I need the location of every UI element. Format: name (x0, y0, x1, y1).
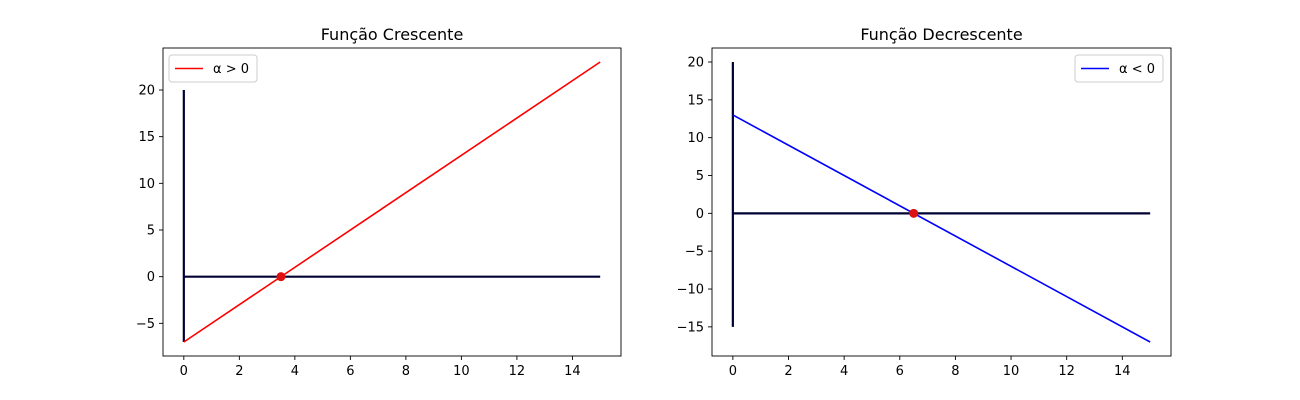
y-tick-label: 5 (696, 169, 704, 184)
axes-frame (162, 47, 622, 357)
root-point (909, 208, 919, 218)
legend: α > 0 (168, 54, 258, 83)
y-tick-label: 20 (138, 84, 155, 99)
y-tick-label: 15 (138, 130, 155, 145)
x-tick-label: 12 (509, 364, 526, 379)
y-tick-label: 0 (696, 207, 704, 222)
y-tick-label: −5 (685, 245, 704, 260)
plot-area (731, 62, 1151, 343)
chart-title: Função Decrescente (860, 25, 1022, 44)
x-tick-label: 14 (1114, 364, 1131, 379)
y-tick-label: −10 (677, 283, 704, 298)
y-tick-label: 0 (147, 270, 155, 285)
series-line-alpha-positive (183, 61, 601, 343)
x-tick-label: 8 (402, 364, 410, 379)
chart-title: Função Crescente (321, 25, 464, 44)
root-point (276, 272, 286, 282)
y-tick-label: 15 (687, 93, 704, 108)
legend: α < 0 (1074, 54, 1164, 83)
x-tick-label: 10 (453, 364, 470, 379)
legend-label: α < 0 (1119, 62, 1155, 77)
x-tick-label: 2 (784, 364, 792, 379)
x-tick-label: 4 (840, 364, 848, 379)
chart-funcao-crescente: Função Crescente 0 2 4 6 8 10 12 14 −5 0 5 10 15 20 α >… (136, 25, 622, 379)
y-tick-label: 10 (138, 177, 155, 192)
x-tick-label: 10 (1003, 364, 1020, 379)
x-tick-label: 6 (346, 364, 354, 379)
plot-area (182, 61, 601, 343)
x-tick-label: 12 (1058, 364, 1075, 379)
x-tick-label: 2 (235, 364, 243, 379)
y-tick-label: −5 (136, 317, 155, 332)
x-tick-label: 6 (896, 364, 904, 379)
x-tick-label: 4 (291, 364, 299, 379)
axes-frame (711, 47, 1172, 357)
x-tick-label: 8 (951, 364, 959, 379)
y-tick-label: 10 (687, 131, 704, 146)
legend-box (1074, 54, 1164, 83)
y-tick-label: −15 (677, 320, 704, 335)
y-tick-label: 20 (687, 56, 704, 71)
x-tick-label: 0 (180, 364, 188, 379)
legend-label: α > 0 (213, 62, 249, 77)
chart-funcao-decrescente: Função Decrescente 0 2 4 6 8 10 12 14 −15 −10 −5 0 5 1… (677, 25, 1172, 379)
y-tick-label: 5 (147, 224, 155, 239)
series-line-alpha-negative (732, 114, 1151, 343)
x-tick-label: 14 (564, 364, 581, 379)
x-tick-label: 0 (729, 364, 737, 379)
legend-box (168, 54, 258, 83)
